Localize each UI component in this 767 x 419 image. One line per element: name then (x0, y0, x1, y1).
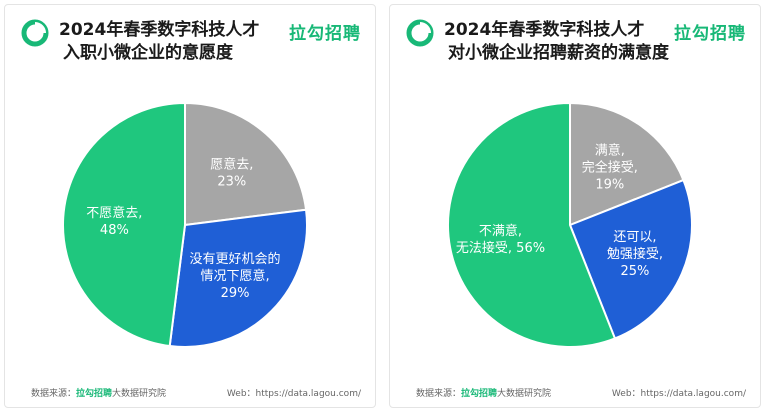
slice-label-line: 情况下愿意, (200, 268, 269, 284)
slice-label-line: 勉强接受, (607, 246, 663, 262)
source-brand: 拉勾招聘 (76, 389, 113, 399)
title-line-2: 对小微企业招聘薪资的满意度 (448, 43, 669, 63)
brand-logo-text: 拉勾招聘 (674, 24, 746, 44)
slice-label-line: 愿意去, (210, 156, 253, 172)
slice-label-line: 没有更好机会的 (190, 251, 281, 267)
web-link[interactable]: Web：https://data.lagou.com/ (611, 389, 746, 399)
chart-title: 2024年春季数字科技人才 入职小微企业的意愿度 (59, 19, 259, 65)
source-brand: 拉勾招聘 (461, 389, 498, 399)
title-line-1: 2024年春季数字科技人才 (59, 20, 260, 40)
pie-slice (569, 101, 685, 227)
logo-icon (21, 19, 49, 47)
slice-label-line: 23% (217, 174, 246, 189)
slice-label-line: 48% (100, 223, 129, 238)
pie-slice (62, 101, 186, 348)
source-suffix: 大数据研究院 (497, 389, 552, 399)
pie-slice (168, 208, 308, 348)
slice-label: 不满意,无法接受, 56% (456, 223, 545, 256)
brand-logo-text: 拉勾招聘 (289, 24, 361, 44)
source-prefix: 数据来源： (31, 389, 77, 399)
slice-label-line: 不满意, (479, 223, 522, 239)
pie-chart: 满意,完全接受, 19% 还可以,勉强接受, 25% 不满意,无法接受, 56% (447, 101, 693, 348)
slice-label-line: 25% (620, 264, 649, 279)
web-link[interactable]: Web：https://data.lagou.com/ (226, 389, 361, 399)
slice-label: 不愿意去, 48% (86, 205, 142, 238)
slice-label-line: 完全接受, (582, 159, 638, 175)
title-line-1: 2024年春季数字科技人才 (444, 20, 645, 40)
chart-card-left: 2024年春季数字科技人才 入职小微企业的意愿度 拉勾招聘 愿意去, 23% 没有更… (4, 4, 376, 408)
slice-label-line: 29% (221, 286, 250, 301)
slice-label: 还可以,勉强接受, 25% (607, 230, 663, 279)
pie-slice (568, 178, 693, 340)
chart-card-right: 2024年春季数字科技人才 对小微企业招聘薪资的满意度 拉勾招聘 满意,完全接受… (389, 4, 761, 408)
slice-label-line: 还可以, (613, 230, 656, 245)
slice-label: 满意,完全接受, 19% (582, 142, 638, 192)
title-line-2: 入职小微企业的意愿度 (63, 43, 233, 63)
logo-icon (406, 19, 434, 47)
data-source: 数据来源：拉勾招聘大数据研究院 (416, 386, 551, 399)
source-prefix: 数据来源： (416, 389, 462, 399)
data-source: 数据来源：拉勾招聘大数据研究院 (31, 386, 166, 399)
chart-title: 2024年春季数字科技人才 对小微企业招聘薪资的满意度 (444, 19, 669, 65)
pie-slice (184, 101, 308, 227)
slice-label: 愿意去, 23% (210, 156, 253, 189)
source-suffix: 大数据研究院 (112, 389, 167, 399)
pie-chart: 愿意去, 23% 没有更好机会的情况下愿意, 29% 不愿意去, 48% (62, 101, 308, 348)
slice-label-line: 19% (595, 177, 624, 192)
slice-label-line: 满意, (595, 142, 625, 158)
pie-slice (447, 101, 617, 348)
slice-label-line: 无法接受, 56% (456, 240, 545, 256)
slice-label-line: 不愿意去, (86, 205, 142, 221)
slice-label: 没有更好机会的情况下愿意, 29% (190, 251, 281, 301)
